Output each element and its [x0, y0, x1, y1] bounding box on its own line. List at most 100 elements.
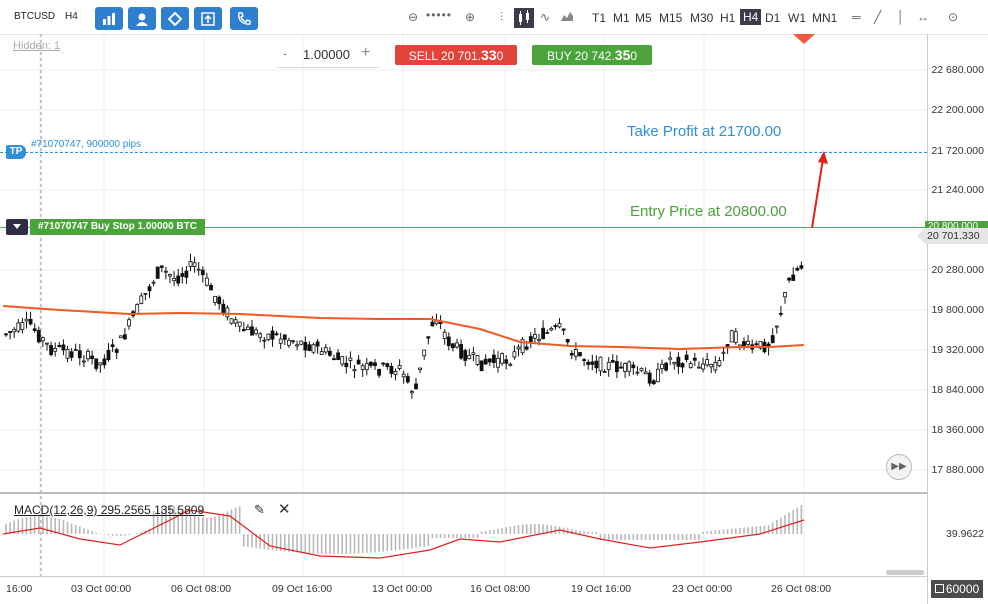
take-profit-line[interactable]	[0, 152, 927, 153]
candle	[758, 340, 763, 350]
candle	[799, 261, 804, 270]
candle	[475, 355, 480, 366]
tf-M30[interactable]: M30	[690, 11, 714, 25]
quantity-value[interactable]: 1.00000	[303, 47, 350, 62]
candle	[791, 267, 796, 281]
candle	[385, 362, 390, 370]
candle	[397, 359, 402, 371]
tf-H4[interactable]: H4	[740, 9, 762, 25]
candle	[438, 315, 443, 330]
current-bar-marker-icon	[793, 34, 815, 44]
edit-pencil-icon[interactable]: ✎	[254, 502, 265, 517]
candle	[373, 358, 377, 370]
tf-T1[interactable]: T1	[592, 11, 607, 25]
close-icon[interactable]: ✕	[278, 501, 291, 518]
export-button[interactable]	[194, 7, 222, 30]
plus-button[interactable]: +	[361, 44, 371, 61]
bar-chart-button[interactable]	[95, 7, 123, 30]
candle	[250, 319, 254, 336]
candle	[692, 352, 697, 366]
line-type-icon[interactable]: ∿	[540, 10, 551, 24]
tf-H1[interactable]: H1	[720, 11, 736, 25]
candle	[496, 351, 500, 373]
tf-M5[interactable]: M5	[635, 11, 652, 25]
tf-D1[interactable]: D1	[765, 11, 781, 25]
tf-W1[interactable]: W1	[788, 11, 806, 25]
tf-MN1[interactable]: MN1	[812, 11, 838, 25]
person-button[interactable]	[128, 7, 156, 30]
order-line-label[interactable]: #71070747 Buy Stop 1.00000 BTC	[30, 219, 205, 235]
candle	[266, 333, 271, 342]
zoom-out-icon[interactable]: ⊖	[408, 10, 419, 24]
chart-canvas[interactable]	[0, 34, 988, 604]
y-axis-label: 21 720.000	[931, 145, 984, 157]
entry-order-line[interactable]	[0, 227, 927, 228]
candle	[672, 361, 677, 370]
candle	[176, 268, 181, 287]
candle	[364, 357, 369, 376]
trend-line-tool-icon[interactable]: ╱	[874, 10, 882, 24]
x-axis-label: 09 Oct 16:00	[272, 583, 333, 595]
candle	[619, 361, 623, 369]
tp-badge[interactable]: TP	[6, 145, 26, 159]
arrow-tool-icon[interactable]: ↔	[917, 10, 929, 24]
candle	[143, 292, 148, 301]
area-type-icon[interactable]	[560, 10, 574, 25]
candle	[94, 358, 99, 372]
candle	[213, 295, 218, 306]
tf-M1[interactable]: M1	[613, 11, 630, 25]
timeframe-label[interactable]: H4	[65, 11, 78, 22]
candle	[123, 327, 127, 340]
quantity-stepper[interactable]: - 1.00000 +	[277, 43, 380, 68]
horizontal-line-tool-icon[interactable]: ═	[852, 10, 861, 24]
candle	[643, 367, 648, 375]
x-axis-label: 16:00	[6, 583, 33, 595]
phone-button[interactable]	[230, 7, 258, 30]
candlestick-type-button[interactable]	[514, 8, 534, 28]
tf-M15[interactable]: M15	[659, 11, 683, 25]
candle	[245, 323, 250, 331]
candle	[680, 362, 685, 374]
horizontal-scrollbar[interactable]	[886, 570, 924, 575]
candle	[110, 339, 115, 353]
buy-button[interactable]: BUY 20 742.350	[532, 45, 652, 65]
candle	[471, 346, 476, 362]
candle	[315, 339, 320, 354]
pane-separator[interactable]	[0, 492, 927, 494]
candle	[668, 351, 673, 366]
candle	[188, 253, 193, 271]
order-close-button[interactable]	[6, 219, 28, 235]
bar-chart-icon	[103, 12, 115, 25]
candle	[422, 349, 427, 360]
bar-type-icon[interactable]: ⫶	[500, 10, 504, 24]
candle	[483, 354, 488, 365]
y-axis-label: 19 320.000	[931, 344, 984, 356]
candle	[446, 332, 451, 351]
symbol-label[interactable]: BTCUSD	[14, 11, 56, 22]
candle	[102, 354, 107, 369]
candle	[168, 273, 172, 284]
candle	[28, 311, 33, 326]
zoom-in-icon[interactable]: ⊕	[465, 10, 476, 24]
current-price-tag: 20 701.330	[917, 228, 988, 244]
candle	[766, 341, 771, 356]
fast-forward-icon: ▶▶	[891, 461, 907, 472]
macd-label[interactable]: MACD(12,26,9) 295.2565 135.5809	[14, 503, 205, 517]
hidden-count[interactable]: Hidden: 1	[13, 40, 61, 52]
minus-button[interactable]: -	[283, 46, 288, 61]
candle	[504, 355, 509, 370]
sell-price-prefix: SELL 20 701.	[408, 49, 481, 63]
candle	[286, 337, 291, 348]
candle	[127, 317, 131, 330]
sell-button[interactable]: SELL 20 701.330	[395, 45, 517, 65]
y-axis-label: 18 360.000	[931, 424, 984, 436]
vertical-line-tool-icon[interactable]: │	[897, 10, 905, 24]
scroll-to-end-button[interactable]: ▶▶	[886, 454, 912, 480]
candle	[516, 344, 521, 357]
candle	[233, 316, 238, 328]
diamond-button[interactable]	[161, 7, 189, 30]
settings-dropdown-icon[interactable]: ⊙	[948, 10, 959, 24]
y-axis-label: 20 280.000	[931, 264, 984, 276]
zoom-level-button[interactable]: 60000	[931, 580, 983, 598]
candle	[450, 343, 455, 352]
